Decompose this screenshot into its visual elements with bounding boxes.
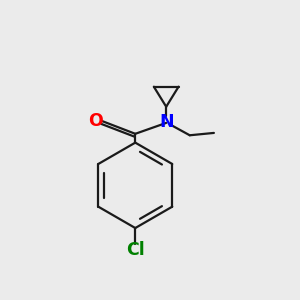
Text: N: N [160,113,174,131]
Text: O: O [88,112,103,130]
Text: Cl: Cl [126,241,145,259]
